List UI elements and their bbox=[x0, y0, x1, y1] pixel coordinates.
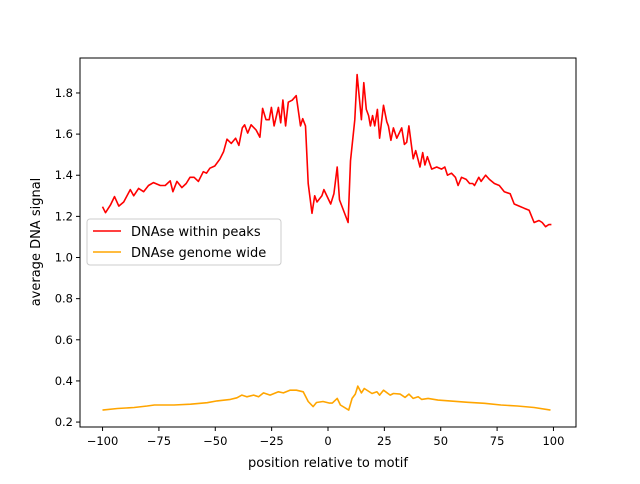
legend-frame bbox=[86, 218, 282, 266]
series-layer bbox=[101, 73, 552, 411]
x-tick-label: −75 bbox=[147, 434, 171, 448]
x-tick-label: 25 bbox=[377, 434, 392, 448]
x-tick-label: 100 bbox=[542, 434, 564, 448]
x-tick-label: −25 bbox=[259, 434, 283, 448]
series-line-0 bbox=[101, 73, 552, 228]
y-tick-label: 1.4 bbox=[55, 168, 73, 182]
legend-label-genome-wide: DNAse genome wide bbox=[131, 246, 266, 261]
y-tick-label: 1.0 bbox=[55, 251, 73, 265]
series-line-1 bbox=[102, 385, 551, 411]
y-tick-label: 0.6 bbox=[55, 333, 73, 347]
y-tick-label: 0.4 bbox=[55, 374, 73, 388]
x-tick-label: −50 bbox=[203, 434, 227, 448]
y-tick-label: 0.2 bbox=[55, 415, 73, 429]
y-axis-label: average DNA signal bbox=[29, 178, 44, 307]
legend-label-within-peaks: DNAse within peaks bbox=[131, 225, 261, 240]
x-tick-label: 0 bbox=[324, 434, 331, 448]
x-tick-label: 50 bbox=[433, 434, 448, 448]
x-axis-label: position relative to motif bbox=[248, 456, 408, 471]
y-axis: 0.2 0.4 0.6 0.8 1.0 1.2 1.4 1.6 1.8 bbox=[55, 86, 80, 429]
x-tick-label: −100 bbox=[87, 434, 119, 448]
x-axis: −100 −75 −50 −25 0 25 50 75 100 bbox=[87, 427, 564, 448]
x-tick-label: 75 bbox=[490, 434, 505, 448]
y-tick-label: 1.2 bbox=[55, 209, 73, 223]
y-tick-label: 0.8 bbox=[55, 292, 73, 306]
legend: DNAse within peaks DNAse genome wide bbox=[86, 218, 282, 266]
y-tick-label: 1.6 bbox=[55, 127, 73, 141]
y-tick-label: 1.8 bbox=[55, 86, 73, 100]
